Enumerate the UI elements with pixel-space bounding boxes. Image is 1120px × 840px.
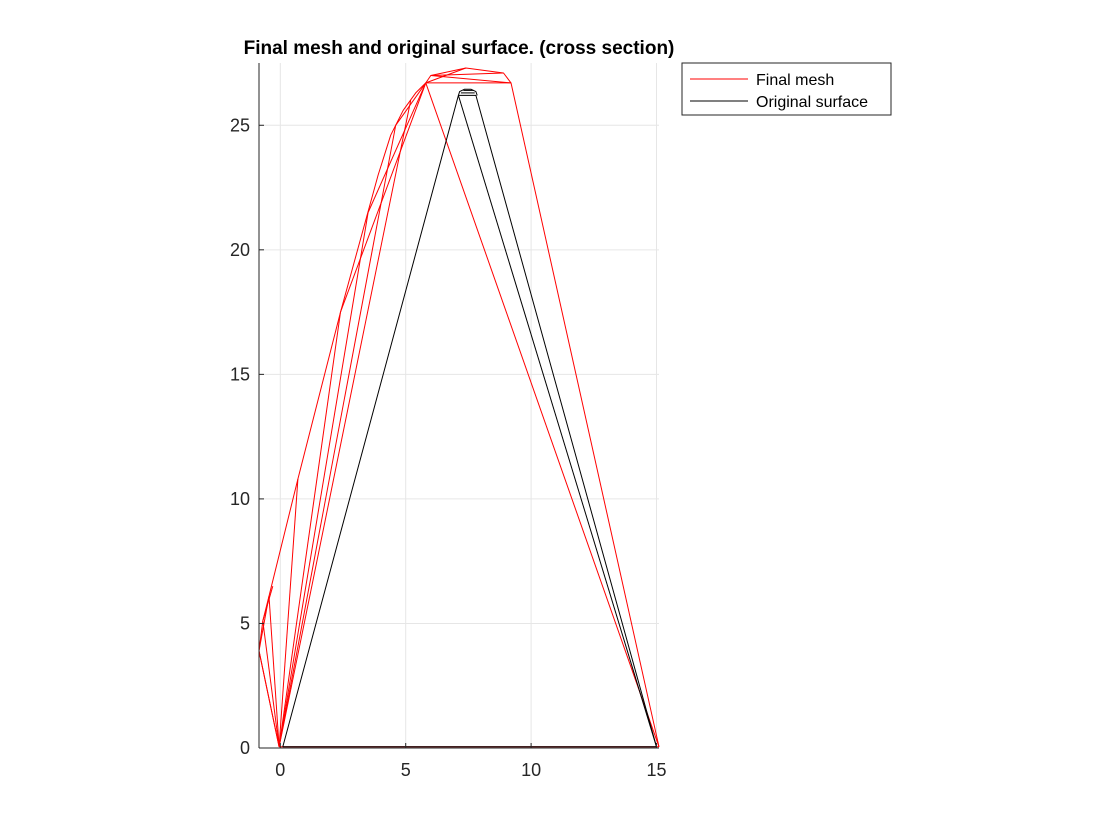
axes [258,63,659,749]
final-mesh-segment-18 [367,82,427,213]
final-mesh-segment-17 [262,585,274,622]
final-mesh-segment-12 [278,100,412,747]
legend-label-original-surface: Original surface [756,94,868,111]
series-layer [258,67,660,748]
x-tick-label-2: 10 [521,760,541,780]
x-tick-label-3: 15 [646,760,666,780]
plot-area [259,63,659,748]
final-mesh-segment-20 [395,82,427,126]
final-mesh-segment-10 [278,212,369,747]
original-surface-segment-5 [457,95,657,747]
final-mesh-segment-7 [425,82,660,747]
legend-label-final-mesh: Final mesh [756,72,834,89]
y-tick-label-4: 20 [230,240,250,260]
y-tick-label-2: 10 [230,489,250,509]
original-surface-segment-2 [457,88,478,96]
y-tick-label-3: 15 [230,364,250,384]
final-mesh-segment-13 [268,596,280,747]
final-mesh-segment-11 [278,125,397,747]
final-mesh-segment-14 [262,620,280,747]
legend: Final mesh Original surface [681,62,892,116]
y-tick-label-0: 0 [240,738,250,758]
original-surface-segment-1 [282,94,657,747]
final-mesh-segment-6 [430,75,512,84]
final-mesh-segment-5 [430,72,504,76]
legend-box [681,62,892,116]
x-tick-label-1: 5 [401,760,411,780]
x-tick-label-0: 0 [275,760,285,780]
final-mesh-segment-19 [340,82,427,313]
final-mesh-segment-9 [278,312,341,747]
y-tick-label-1: 5 [240,613,250,633]
y-tick-label-5: 25 [230,115,250,135]
final-mesh-segment-15 [258,650,280,747]
series-original-surface [282,88,657,748]
chart-title: Final mesh and original surface. (cross … [244,38,675,59]
final-mesh-segment-8 [278,478,299,747]
grid [259,63,659,749]
tick-labels: 0 5 10 15 0 5 10 15 20 25 [230,115,667,780]
